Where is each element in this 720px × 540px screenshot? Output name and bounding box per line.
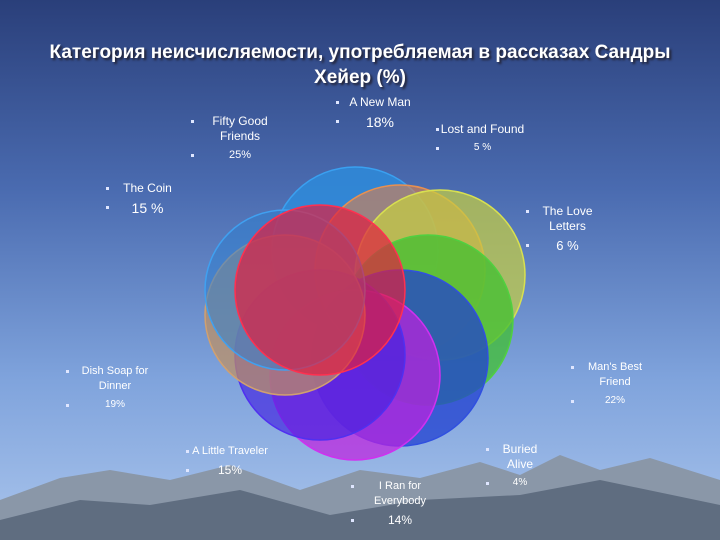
node-value: 4% — [486, 476, 550, 489]
node-value: 25% — [191, 148, 285, 162]
node-name: The Coin — [106, 181, 185, 196]
node-name: I Ran for Everybody — [351, 479, 445, 509]
node-name: The Love Letters — [526, 204, 605, 234]
node-name: Buried Alive — [486, 442, 550, 472]
node-label: A New Man 18% — [336, 95, 420, 131]
node-value: 14% — [351, 513, 445, 528]
node-label: Dish Soap for Dinner 19% — [66, 364, 160, 411]
overlapping-circles — [204, 166, 526, 461]
node-value: 18% — [336, 114, 420, 131]
node-name: Man's Best Friend — [571, 360, 655, 390]
node-name: Lost and Found — [436, 122, 525, 136]
node-label: Lost and Found 5 % — [436, 122, 525, 154]
circle — [234, 204, 406, 376]
slide-title: Категория неисчисляемости, употребляемая… — [49, 42, 671, 88]
node-name: A New Man — [336, 95, 420, 110]
node-name: A Little Traveler — [186, 444, 270, 459]
node-label: Buried Alive 4% — [486, 442, 550, 489]
node-value: 6 % — [526, 238, 605, 254]
node-label: A Little Traveler 15% — [186, 444, 270, 478]
node-value: 19% — [66, 398, 160, 411]
node-value: 22% — [571, 394, 655, 407]
node-label: Man's Best Friend 22% — [571, 360, 655, 407]
node-name: Dish Soap for Dinner — [66, 364, 160, 394]
node-label: The Coin 15 % — [106, 181, 185, 217]
node-value: 15 % — [106, 200, 185, 217]
mountains-front — [0, 480, 720, 540]
node-name: Fifty Good Friends — [191, 114, 285, 144]
node-value: 15% — [186, 463, 270, 478]
node-value: 5 % — [436, 141, 525, 154]
node-label: The Love Letters 6 % — [526, 204, 605, 254]
node-label: I Ran for Everybody 14% — [351, 479, 445, 528]
node-label: Fifty Good Friends 25% — [191, 114, 285, 162]
